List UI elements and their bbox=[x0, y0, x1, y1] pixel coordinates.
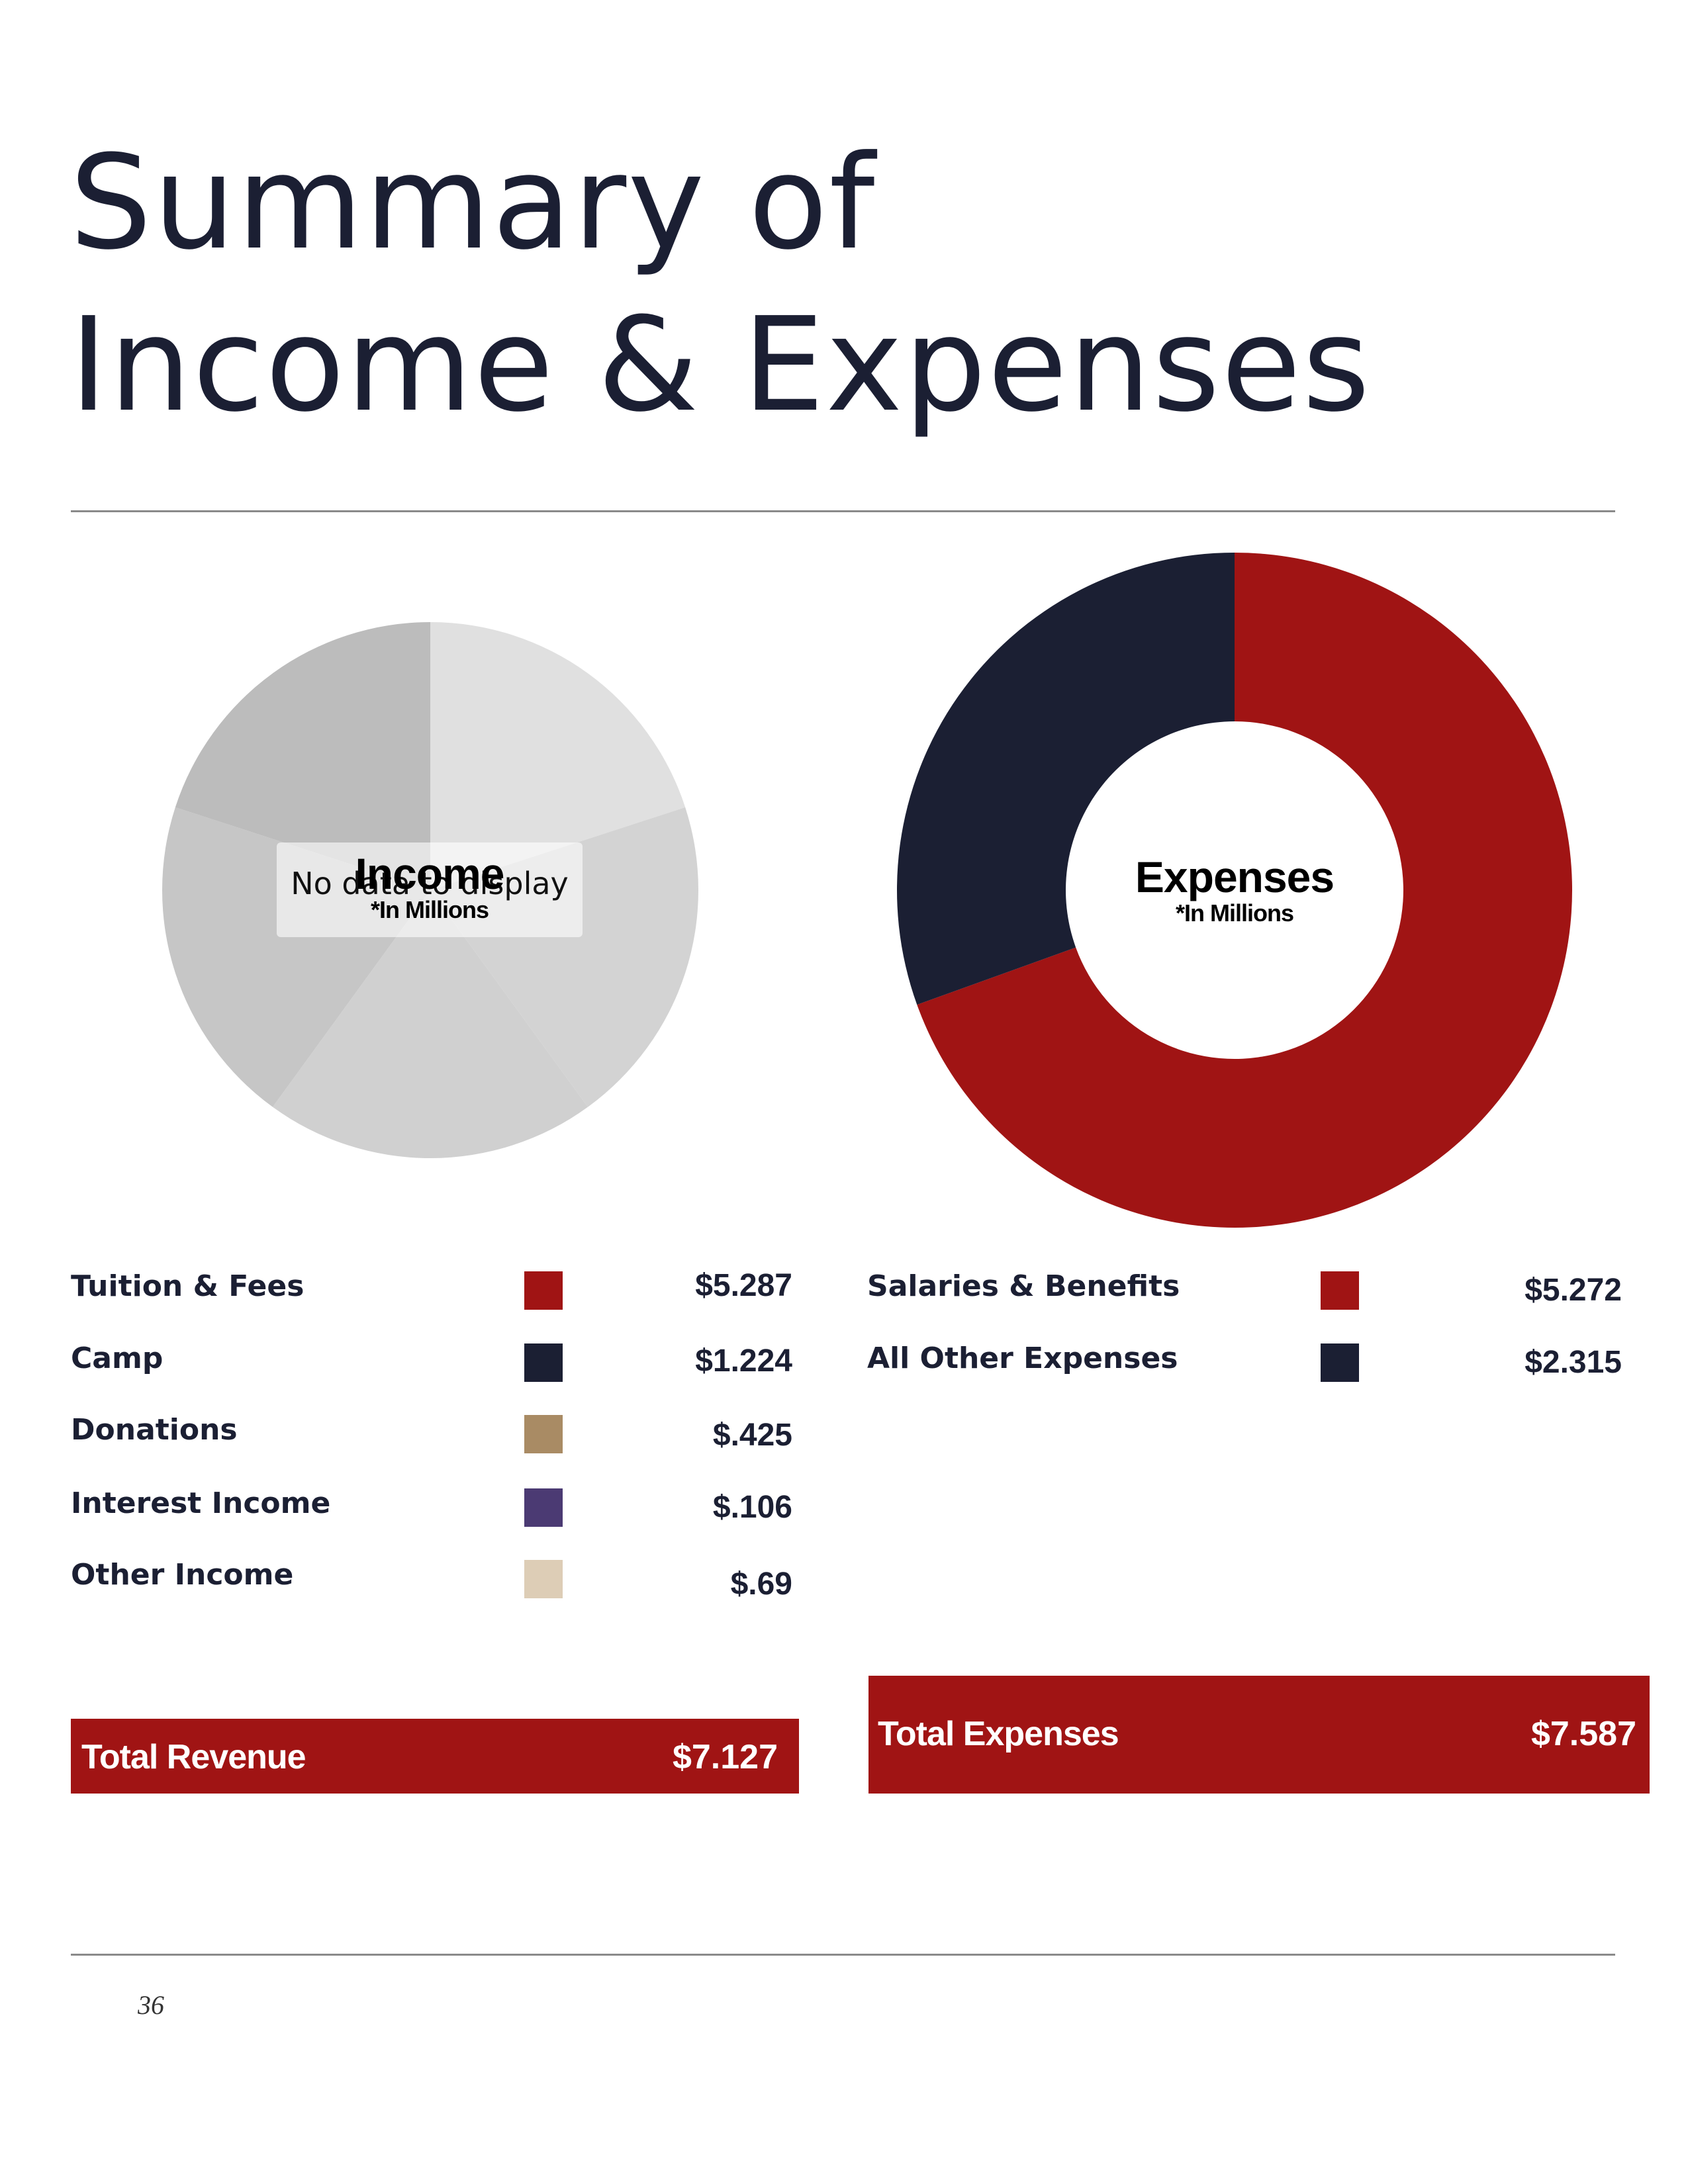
expenses-chart-label: Expenses *In Millions bbox=[1059, 854, 1410, 927]
total-revenue-label: Total Revenue bbox=[81, 1738, 306, 1776]
page-number: 36 bbox=[138, 1990, 164, 2020]
legend-swatch bbox=[524, 1271, 563, 1310]
total-expenses-label: Total Expenses bbox=[878, 1715, 1119, 1753]
total-expenses-bar: Total Expenses $7.587 bbox=[868, 1676, 1650, 1794]
income-label-box bbox=[277, 842, 583, 937]
income-legend-value: $5.287 bbox=[695, 1268, 792, 1303]
no-data-message: No data to display bbox=[291, 866, 569, 901]
expenses-donut-slice bbox=[917, 553, 1572, 1228]
total-expenses-value: $7.587 bbox=[1530, 1715, 1636, 1753]
expenses-chart-title: Expenses bbox=[1135, 852, 1335, 901]
expenses-legend-label: Salaries & Benefits bbox=[867, 1269, 1180, 1303]
income-legend-item: Donations $.425 bbox=[71, 1413, 792, 1459]
income-legend-value: $.106 bbox=[712, 1490, 792, 1525]
expenses-legend-item: Salaries & Benefits $5.272 bbox=[867, 1269, 1622, 1316]
expenses-donut-slice bbox=[897, 553, 1235, 1005]
income-legend-label: Other Income bbox=[71, 1558, 294, 1592]
total-revenue-bar: Total Revenue $7.127 bbox=[71, 1719, 799, 1794]
income-legend-value: $1.224 bbox=[695, 1343, 792, 1379]
income-legend-label: Tuition & Fees bbox=[71, 1269, 305, 1303]
income-legend-item: Interest Income $.106 bbox=[71, 1486, 792, 1533]
income-legend-item: Other Income $.69 bbox=[71, 1558, 792, 1604]
income-chart-title: Income bbox=[355, 849, 504, 898]
expenses-legend-value: $2.315 bbox=[1524, 1345, 1622, 1380]
income-chart-subtitle: *In Millions bbox=[370, 896, 489, 923]
income-legend-item: Tuition & Fees $5.287 bbox=[71, 1268, 792, 1316]
title-line-1: Summary of bbox=[70, 128, 876, 279]
total-revenue-value: $7.127 bbox=[672, 1738, 778, 1776]
income-chart-label: Income *In Millions bbox=[277, 850, 583, 923]
expenses-donut-chart bbox=[897, 553, 1572, 1228]
legend-swatch bbox=[524, 1488, 563, 1527]
income-placeholder-slice bbox=[430, 622, 686, 890]
expenses-legend-item: All Other Expenses $2.315 bbox=[867, 1342, 1622, 1388]
page-title: Summary of Income & Expenses bbox=[70, 122, 1372, 447]
bottom-divider bbox=[71, 1954, 1615, 1956]
income-legend-value: $.69 bbox=[730, 1567, 792, 1602]
income-legend-item: Camp $1.224 bbox=[71, 1342, 792, 1388]
expenses-legend-label: All Other Expenses bbox=[867, 1342, 1178, 1375]
income-legend-label: Camp bbox=[71, 1342, 164, 1375]
expenses-chart-subtitle: *In Millions bbox=[1175, 899, 1294, 927]
title-line-2: Income & Expenses bbox=[70, 290, 1372, 441]
expenses-legend-value: $5.272 bbox=[1524, 1273, 1622, 1308]
top-divider bbox=[71, 510, 1615, 512]
legend-swatch bbox=[1321, 1271, 1359, 1310]
income-legend-label: Donations bbox=[71, 1413, 238, 1447]
income-legend-label: Interest Income bbox=[71, 1486, 331, 1520]
income-placeholder-slice bbox=[272, 890, 588, 1158]
legend-swatch bbox=[524, 1343, 563, 1382]
income-placeholder-slice bbox=[175, 622, 430, 890]
legend-swatch bbox=[524, 1415, 563, 1453]
legend-swatch bbox=[524, 1560, 563, 1598]
income-legend-value: $.425 bbox=[712, 1418, 792, 1453]
legend-swatch bbox=[1321, 1343, 1359, 1382]
